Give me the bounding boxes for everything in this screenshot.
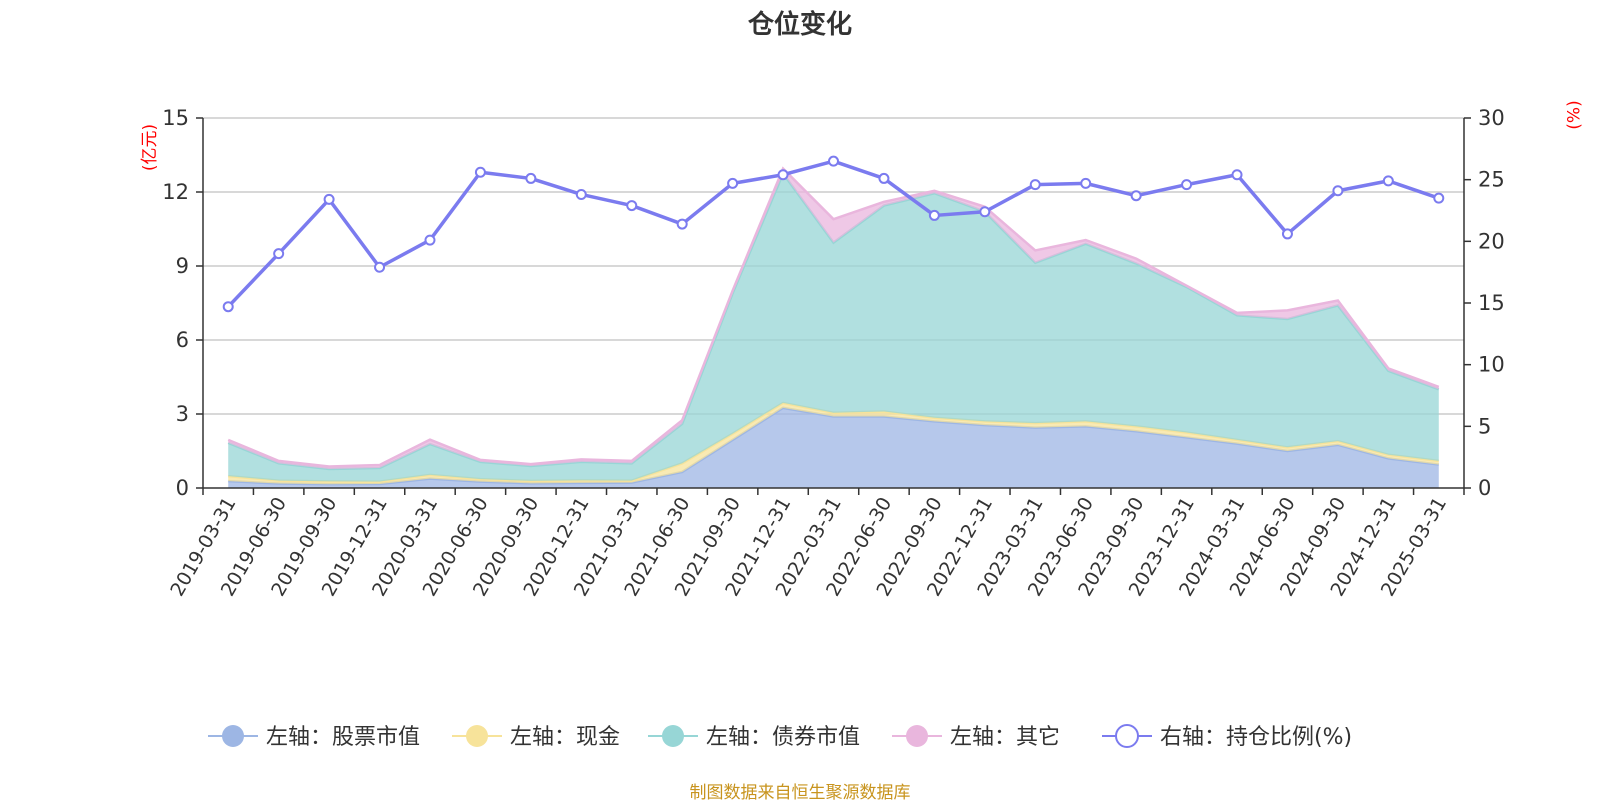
ratio-point: [1231, 169, 1243, 181]
legend-marker: [1115, 724, 1139, 748]
left-tick-label: 15: [162, 106, 189, 130]
ratio-point: [424, 234, 436, 246]
left-tick-label: 3: [176, 402, 189, 426]
legend-label: 右轴：持仓比例(%): [1160, 725, 1352, 750]
holding-ratio-line: [222, 155, 1445, 313]
ratio-point: [323, 193, 335, 205]
ratio-point: [1281, 228, 1293, 240]
right-tick-label: 25: [1478, 168, 1505, 192]
area-左轴：其它: [228, 168, 1439, 470]
area-左轴：股票市值: [228, 407, 1439, 488]
stacked-areas: [227, 166, 1440, 488]
left-tick-label: 0: [176, 476, 189, 500]
left-tick-label: 9: [176, 254, 189, 278]
ratio-point: [727, 177, 739, 189]
ratio-point: [1382, 175, 1394, 187]
ratio-point: [273, 248, 285, 260]
ratio-point: [676, 218, 688, 230]
legend-item[interactable]: 左轴：其它: [892, 725, 1060, 750]
legend-marker: [222, 725, 244, 747]
legend-label: 左轴：股票市值: [266, 725, 420, 750]
right-tick-label: 0: [1478, 476, 1491, 500]
left-tick-label: 12: [162, 180, 189, 204]
ratio-point: [222, 301, 234, 313]
ratio-point: [979, 206, 991, 218]
right-tick-label: 30: [1478, 106, 1505, 130]
ratio-point: [525, 172, 537, 184]
legend-item[interactable]: 左轴：现金: [452, 725, 620, 750]
ratio-point: [928, 209, 940, 221]
ratio-point: [575, 188, 587, 200]
ratio-point: [1130, 190, 1142, 202]
ratio-point: [1433, 192, 1445, 204]
legend: 左轴：股票市值 左轴：现金 左轴：债券市值 左轴：其它 右轴：持仓比例(%): [208, 724, 1352, 750]
ratio-point: [1181, 179, 1193, 191]
ratio-point: [1332, 185, 1344, 197]
chart-title: 仓位变化: [747, 10, 852, 40]
right-tick-label: 20: [1478, 229, 1505, 253]
legend-item[interactable]: 右轴：持仓比例(%): [1102, 724, 1352, 750]
right-tick-label: 10: [1478, 353, 1505, 377]
right-tick-label: 5: [1478, 414, 1491, 438]
legend-label: 左轴：其它: [950, 725, 1060, 750]
ratio-point: [828, 155, 839, 167]
area-左轴：债券市值: [228, 173, 1439, 482]
legend-marker: [906, 725, 928, 747]
legend-label: 左轴：债券市值: [706, 725, 860, 750]
left-tick-label: 6: [176, 328, 189, 352]
legend-item[interactable]: 左轴：债券市值: [648, 725, 860, 750]
ratio-point: [777, 169, 789, 181]
ratio-point: [626, 200, 638, 212]
legend-item[interactable]: 左轴：股票市值: [208, 725, 420, 750]
area-edge: [227, 166, 1440, 468]
legend-label: 左轴：现金: [510, 725, 620, 750]
legend-marker: [466, 725, 488, 747]
ratio-point: [374, 261, 386, 273]
ratio-point: [1080, 177, 1092, 189]
ratio-point: [878, 172, 890, 184]
right-tick-label: 15: [1478, 291, 1505, 315]
ratio-point: [474, 166, 486, 178]
data-source-note: 制图数据来自恒生聚源数据库: [689, 783, 911, 803]
ratio-point: [1029, 179, 1041, 191]
legend-marker: [662, 725, 684, 747]
